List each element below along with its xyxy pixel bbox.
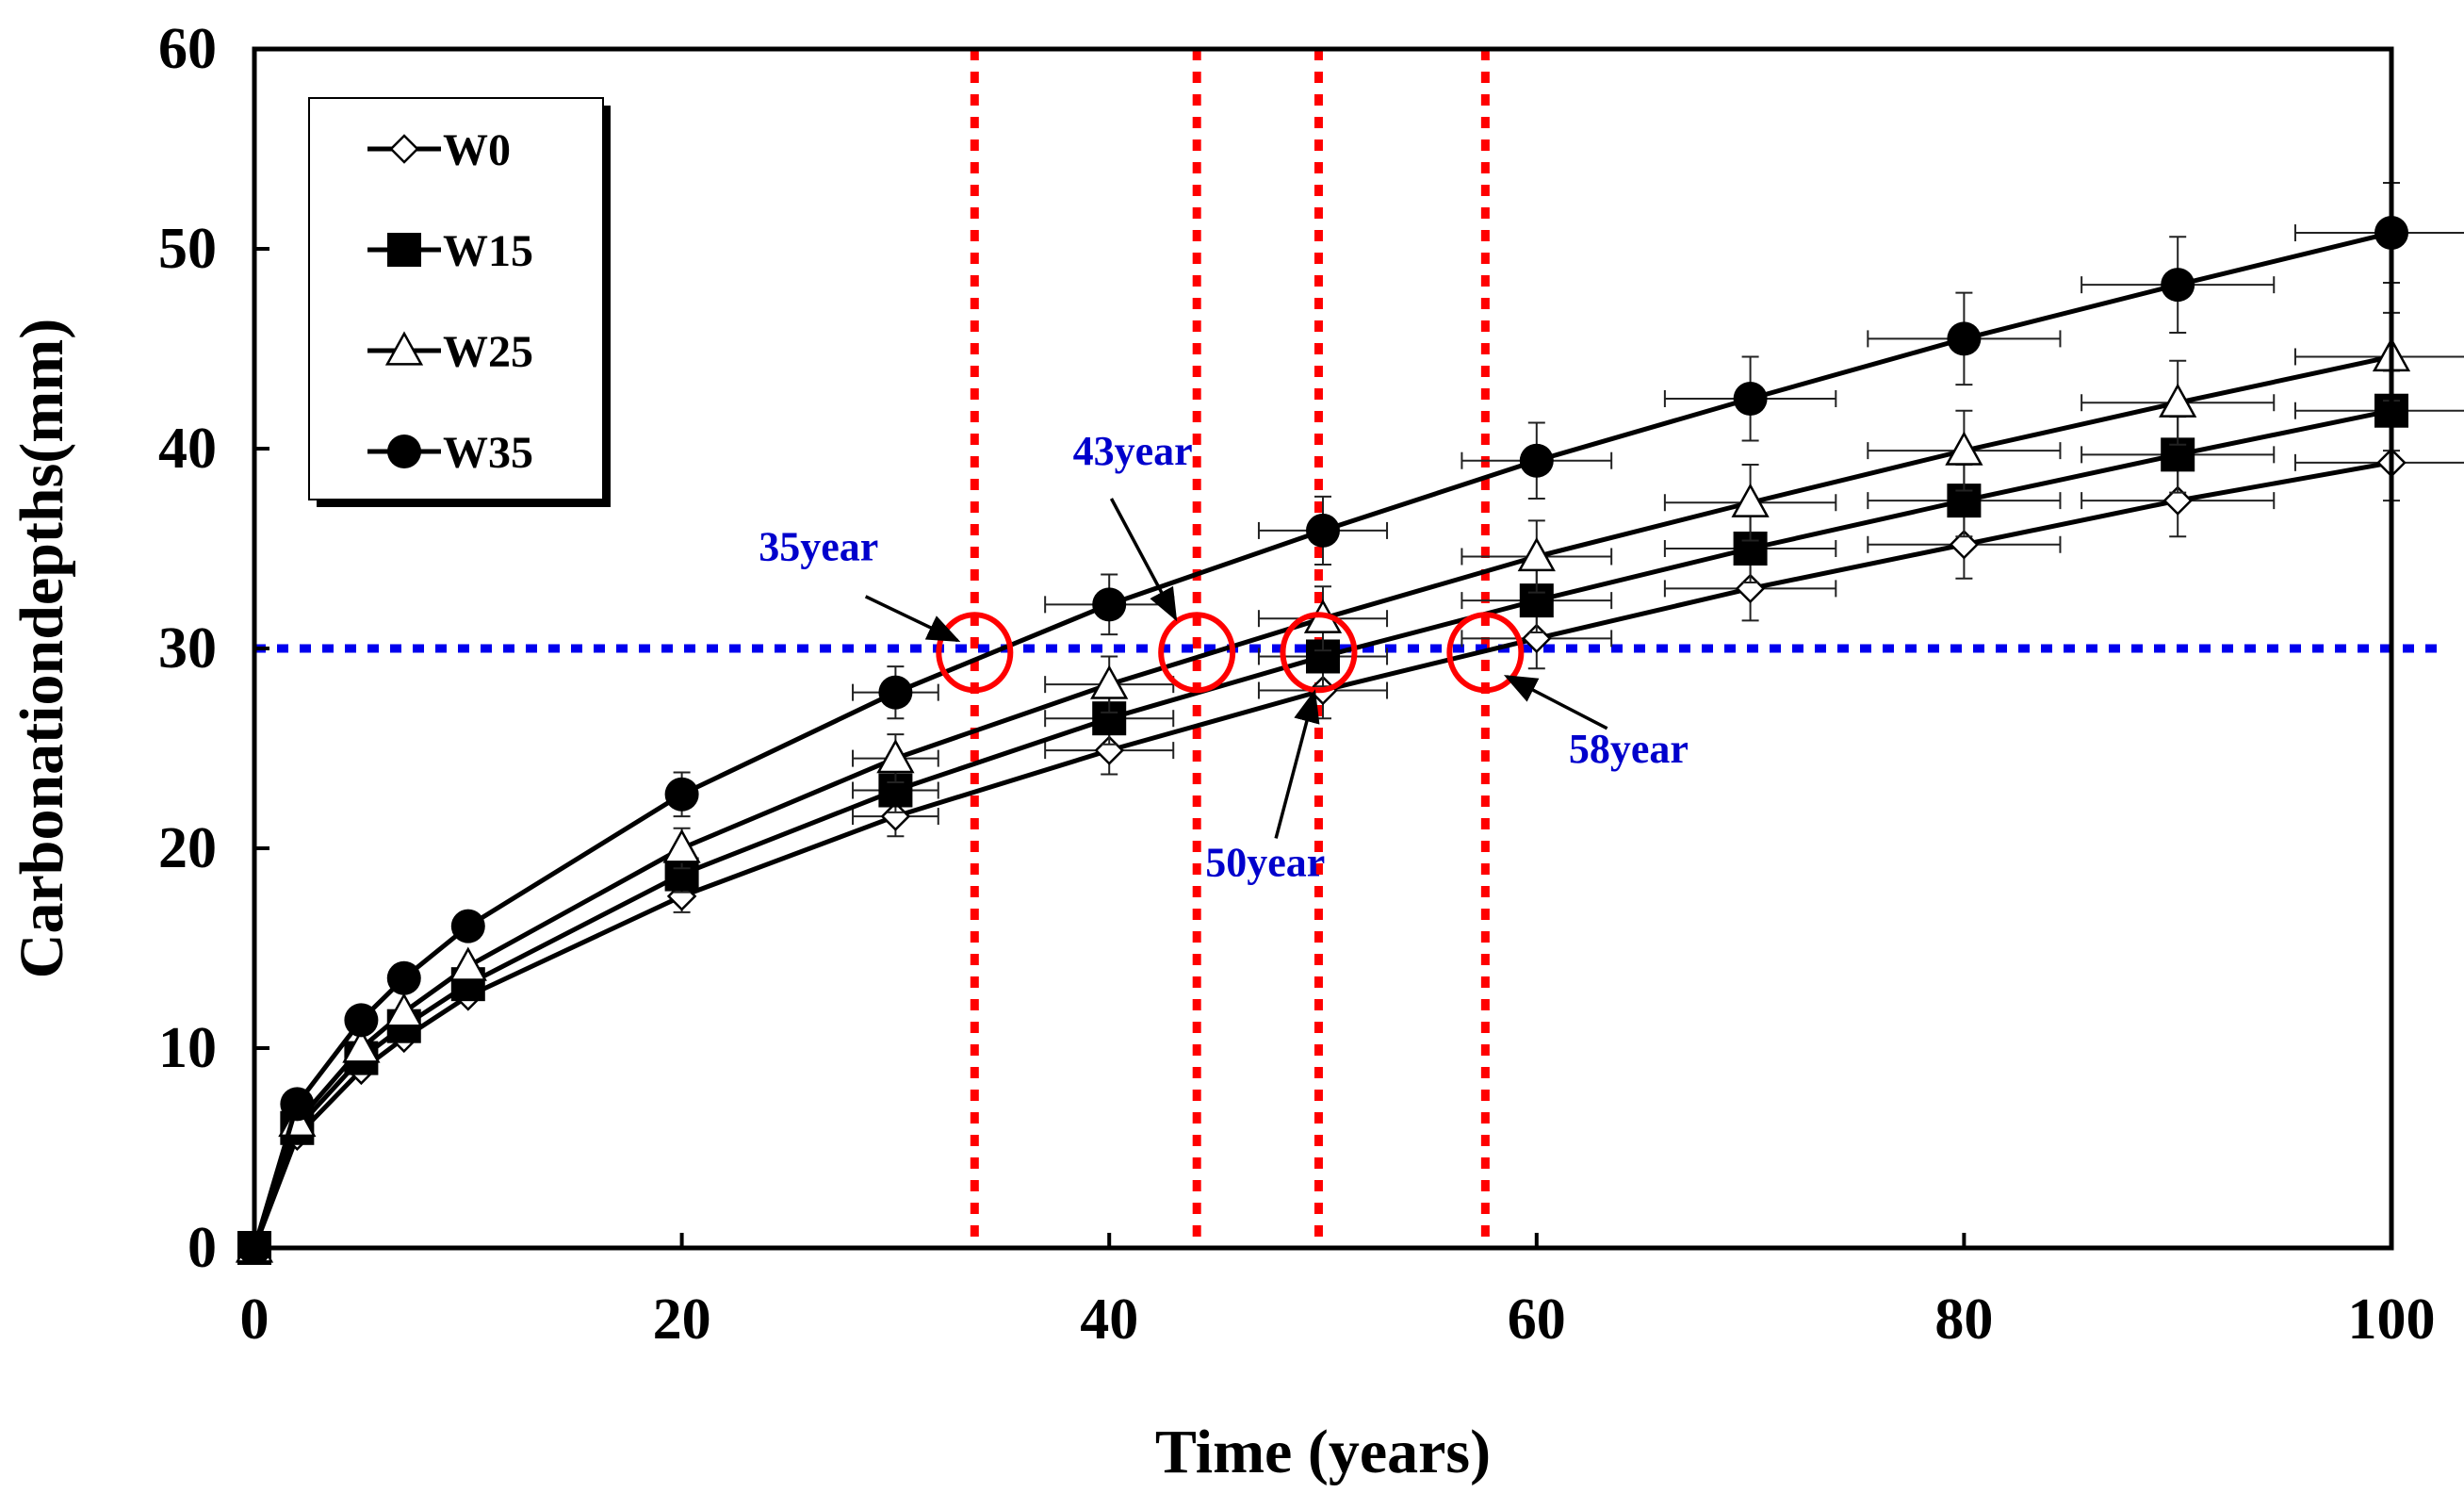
annotation-label-0: 35year [759, 524, 878, 570]
legend-marker-W35 [387, 435, 421, 468]
y-tick-label-20: 20 [158, 816, 217, 880]
legend-marker-W0 [389, 134, 419, 164]
y-tick-label-50: 50 [158, 217, 217, 281]
x-tick-label-0: 0 [240, 1288, 269, 1352]
point-W35-60 [1519, 443, 1554, 478]
axes-layer: 0 20 40 60 80 100 0 10 20 30 40 50 60 [158, 17, 2436, 1352]
x-tick-label-100: 100 [2348, 1288, 2436, 1352]
y-tick-label-0: 0 [188, 1216, 217, 1280]
y-tick-label-30: 30 [158, 616, 217, 681]
legend-label-W0: W0 [443, 125, 511, 175]
intersection-circle-3 [1446, 612, 1525, 694]
x-tick-label-60: 60 [1508, 1288, 1566, 1352]
legend-label-W15: W15 [443, 226, 533, 276]
point-W35-5 [344, 1003, 379, 1038]
legend-label-W35: W35 [443, 428, 533, 478]
point-W25-40 [1090, 664, 1129, 699]
y-tick-label-60: 60 [158, 17, 217, 81]
y-tick-label-40: 40 [158, 417, 217, 481]
point-W25-30 [876, 739, 915, 774]
annotation-layer: 35year 43year 50year 58year [759, 428, 1689, 886]
point-W35-20 [664, 777, 699, 812]
point-W35-80 [1947, 321, 1982, 356]
point-W35-7 [386, 960, 421, 995]
legend-label-W25: W25 [443, 327, 533, 377]
point-W25-80 [1945, 431, 1983, 466]
annotation-arrow-3 [1503, 675, 1608, 730]
point-W0-80 [1949, 529, 1980, 560]
point-W0-90 [2162, 485, 2193, 516]
annotation-arrow-2 [1274, 689, 1320, 839]
series-W0 [239, 423, 2464, 1263]
point-W25-60 [1517, 536, 1556, 572]
annotation-label-2: 50year [1205, 840, 1325, 886]
series-W35 [237, 182, 2464, 1265]
point-W35-40 [1092, 587, 1127, 622]
x-tick-label-80: 80 [1934, 1288, 1993, 1352]
annotation-arrow-0 [864, 595, 961, 643]
legend: W0 W15 W25 W35 [308, 97, 611, 507]
series-W25 [235, 311, 2464, 1263]
point-W35-30 [878, 675, 913, 710]
legend-marker-W25 [384, 331, 424, 366]
point-W35-70 [1733, 382, 1768, 416]
intersection-circle-1 [1158, 612, 1236, 694]
x-axis-title: Time (years) [1155, 1418, 1491, 1486]
y-axis-title: Carbonationdepths(mm) [8, 319, 76, 978]
point-W25-70 [1731, 483, 1770, 517]
point-W35-10 [450, 909, 485, 943]
point-W25-5 [342, 1028, 381, 1063]
point-W25-90 [2159, 383, 2197, 418]
annotation-label-3: 58year [1569, 726, 1689, 772]
y-tick-label-10: 10 [158, 1016, 217, 1080]
point-W25-7 [384, 992, 423, 1027]
point-W35-90 [2161, 268, 2195, 303]
annotation-arrow-1 [1109, 498, 1178, 622]
x-tick-label-20: 20 [653, 1288, 711, 1352]
legend-marker-W15 [387, 233, 421, 267]
point-W25-20 [662, 828, 701, 863]
x-tick-label-40: 40 [1080, 1288, 1138, 1352]
point-W25-10 [449, 946, 487, 981]
point-W35-2 [280, 1087, 315, 1122]
intersection-circle-0 [936, 612, 1014, 694]
point-W35-50 [1306, 513, 1340, 548]
point-W0-30 [880, 801, 911, 831]
legend-box [308, 97, 604, 500]
annotation-label-1: 43year [1073, 428, 1193, 474]
